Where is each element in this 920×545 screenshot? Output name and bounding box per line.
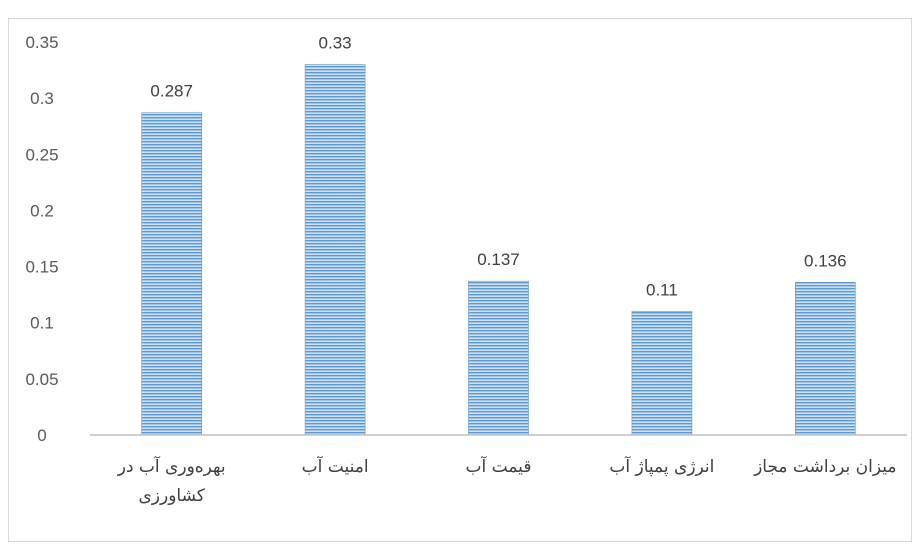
- bar: [141, 112, 202, 436]
- y-tick-label: 0.1: [30, 314, 54, 333]
- y-tick-label: 0: [37, 426, 46, 445]
- x-axis: بهره‌وری آب در کشاورزی امنیت آب قیمت آب انرژ…: [90, 434, 907, 506]
- bar: [631, 311, 693, 436]
- y-tick-label: 0.25: [25, 145, 58, 164]
- y-tick-label: 0.15: [25, 258, 58, 277]
- x-tick-label: قیمت آب: [466, 455, 532, 477]
- y-tick-label: 0.05: [25, 370, 58, 389]
- x-tick-label: میزان برداشت مجاز: [753, 457, 896, 477]
- y-tick-label: 0.2: [30, 201, 54, 220]
- bars: 0.287 0.33 0.137 0.11 0.136: [141, 33, 856, 436]
- y-axis: 0 0.05 0.1 0.15 0.2 0.25 0.3 0.35: [25, 33, 58, 445]
- data-label: 0.33: [319, 33, 352, 52]
- data-label: 0.287: [150, 82, 193, 101]
- data-label: 0.11: [646, 280, 678, 299]
- bar: [794, 281, 856, 436]
- bar: [468, 280, 529, 436]
- x-tick-label: بهره‌وری آب در: [117, 455, 226, 477]
- y-tick-label: 0.35: [25, 33, 58, 52]
- x-tick-label: امنیت آب: [302, 455, 369, 477]
- y-tick-label: 0.3: [30, 89, 54, 108]
- data-label: 0.137: [477, 250, 520, 269]
- x-tick-label: کشاورزی: [139, 486, 206, 506]
- data-label: 0.136: [804, 251, 847, 270]
- x-tick-label: انرژی پمپاژ آب: [609, 455, 714, 477]
- bar: [304, 64, 366, 436]
